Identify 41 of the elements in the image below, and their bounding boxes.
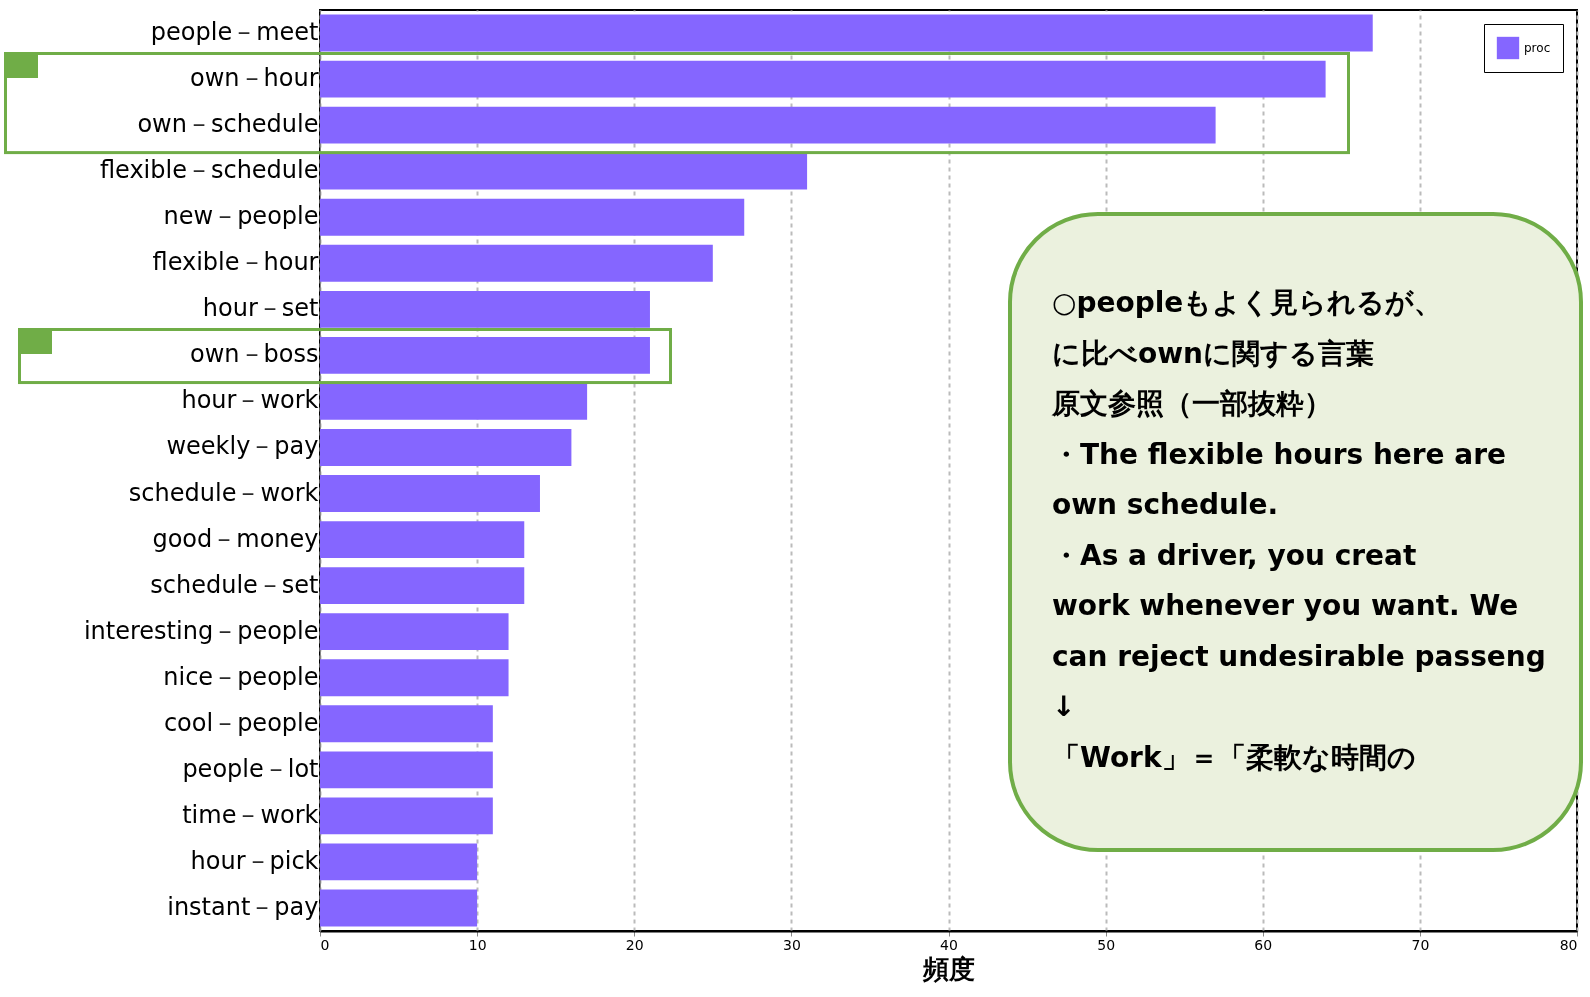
legend-label: proc bbox=[1524, 41, 1551, 55]
x-tick-label: 0 bbox=[320, 936, 330, 953]
y-tick-label: good－money bbox=[152, 524, 319, 553]
y-tick-label: flexible－schedule bbox=[99, 156, 319, 185]
y-tick-label: schedule－work bbox=[128, 478, 319, 507]
annotation: work whenever you want. We bbox=[1052, 588, 1520, 624]
y-tick-label: instant－pay bbox=[167, 892, 319, 921]
annotation: 原文参照（一部抜粋） bbox=[1052, 386, 1333, 422]
y-tick-label: interesting－people bbox=[83, 616, 319, 645]
y-tick-label: hour－work bbox=[181, 386, 319, 415]
y-tick-label: new－people bbox=[163, 202, 319, 231]
x-tick-label: 50 bbox=[1097, 936, 1116, 953]
x-tick-label: 60 bbox=[1254, 936, 1273, 953]
x-tick-label: 40 bbox=[940, 936, 958, 953]
annotation: ・As a driver, you creat bbox=[1052, 537, 1418, 574]
annotation: ○peopleもよく見られるが、 bbox=[1052, 285, 1444, 321]
annotation: can reject undesirable passeng bbox=[1052, 638, 1547, 675]
x-tick-label: 70 bbox=[1411, 936, 1430, 953]
annotation: 「Work」＝「柔軟な時間の bbox=[1052, 739, 1417, 776]
y-tick-label: people－meet bbox=[150, 18, 319, 47]
y-tick-label: schedule－set bbox=[150, 570, 319, 599]
y-tick-label: flexible－hour bbox=[152, 248, 319, 277]
y-tick-label: nice－people bbox=[163, 662, 319, 691]
y-tick-label: weekly－pay bbox=[166, 432, 319, 461]
y-tick-label: own－schedule bbox=[137, 110, 319, 139]
x-tick-label: 80 bbox=[1559, 936, 1578, 953]
annotation: own schedule. bbox=[1052, 487, 1280, 523]
y-tick-label: time－work bbox=[182, 800, 319, 829]
annotation: ・The flexible hours here are bbox=[1052, 436, 1508, 473]
annotation: ↓ bbox=[1052, 689, 1077, 725]
annotation: に比べownに関する言葉 bbox=[1052, 335, 1376, 372]
x-axis-title: 頻度 bbox=[922, 953, 975, 984]
y-tick-label: cool－people bbox=[163, 708, 319, 737]
y-tick-label: hour－set bbox=[202, 294, 319, 323]
y-tick-label: own－hour bbox=[190, 64, 319, 93]
x-tick-label: 20 bbox=[625, 936, 644, 953]
x-tick-label: 10 bbox=[468, 936, 487, 953]
y-tick-label: hour－pick bbox=[190, 846, 319, 875]
y-tick-label: own－boss bbox=[190, 340, 319, 369]
x-tick-label: 30 bbox=[782, 936, 801, 953]
y-tick-label: people－lot bbox=[182, 754, 319, 783]
